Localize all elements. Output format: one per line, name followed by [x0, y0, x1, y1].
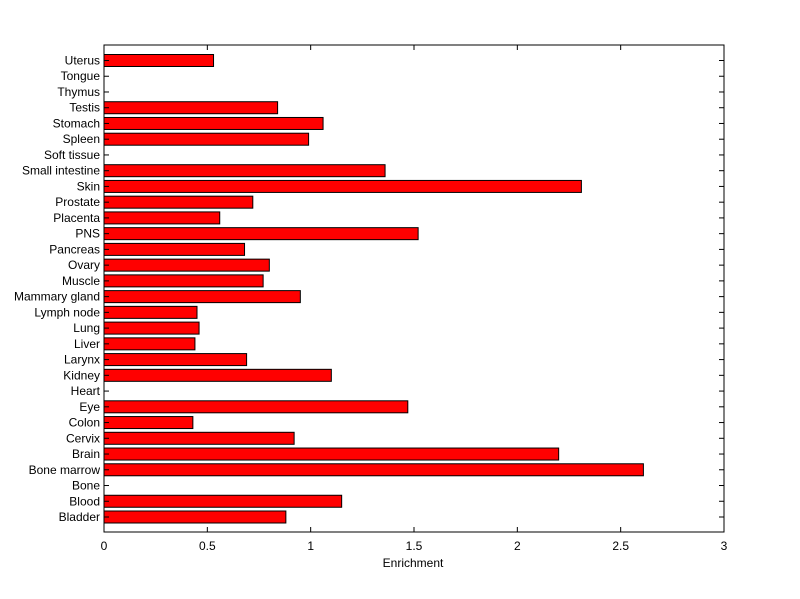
bar-bone-marrow	[103, 463, 644, 477]
bar-brain	[103, 447, 560, 461]
x-axis-ticks: 0 0.5 1 1.5 2 2.5 3	[101, 45, 728, 553]
y-tick-label: Colon	[69, 416, 100, 430]
bar-bladder	[103, 510, 287, 524]
y-tick-label: Bladder	[59, 510, 100, 524]
y-tick-label: Mammary gland	[14, 290, 100, 304]
y-tick-label: Heart	[71, 384, 101, 398]
bar-larynx	[103, 353, 248, 367]
x-tick-label: 1.5	[406, 539, 423, 553]
x-axis-title: Enrichment	[383, 556, 444, 570]
bar-mammary-gland	[103, 290, 301, 304]
y-tick-label: Prostate	[55, 195, 100, 209]
bar-lymph-node	[103, 305, 198, 319]
bar-blood	[103, 494, 343, 508]
y-tick-label: Testis	[69, 101, 100, 115]
y-tick-label: Liver	[74, 337, 100, 351]
y-tick-label: Stomach	[53, 116, 100, 130]
y-tick-label: PNS	[75, 227, 100, 241]
x-tick-label: 0.5	[199, 539, 216, 553]
bar-lung	[103, 321, 200, 335]
y-tick-label: Soft tissue	[44, 148, 100, 162]
bar-spleen	[103, 132, 310, 146]
y-tick-label: Pancreas	[49, 242, 100, 256]
x-tick-label: 2.5	[612, 539, 629, 553]
y-tick-label: Muscle	[62, 274, 100, 288]
y-tick-label: Tongue	[61, 69, 101, 83]
bar-prostate	[103, 195, 254, 209]
bar-liver	[103, 337, 196, 351]
y-tick-label: Lymph node	[34, 305, 100, 319]
y-tick-label: Lung	[73, 321, 100, 335]
y-tick-label: Placenta	[53, 211, 100, 225]
bar-testis	[103, 101, 279, 115]
bar-pns	[103, 227, 419, 241]
bar-eye	[103, 400, 409, 414]
bar-skin	[103, 179, 582, 193]
y-tick-label: Bone	[72, 479, 100, 493]
y-tick-label: Bone marrow	[29, 463, 101, 477]
y-tick-label: Small intestine	[22, 164, 100, 178]
y-tick-label: Kidney	[63, 368, 100, 382]
bar-placenta	[103, 211, 221, 225]
y-tick-label: Cervix	[66, 431, 100, 445]
x-tick-label: 0	[101, 539, 108, 553]
bar-ovary	[103, 258, 270, 272]
bar-stomach	[103, 116, 324, 130]
y-tick-label: Brain	[72, 447, 100, 461]
y-tick-label: Larynx	[64, 353, 100, 367]
y-tick-label: Ovary	[68, 258, 100, 272]
bar-colon	[103, 416, 194, 430]
bar-pancreas	[103, 242, 246, 256]
y-tick-label: Blood	[69, 494, 100, 508]
bar-muscle	[103, 274, 264, 288]
y-tick-label: Skin	[77, 179, 100, 193]
y-tick-label: Spleen	[63, 132, 100, 146]
y-tick-label: Eye	[79, 400, 100, 414]
bar-uterus	[103, 54, 215, 67]
bar-small-intestine	[103, 164, 386, 178]
y-tick-label: Uterus	[65, 54, 100, 68]
bar-cervix	[103, 431, 295, 445]
x-tick-label: 1	[307, 539, 314, 553]
bar-kidney	[103, 368, 332, 382]
x-tick-label: 2	[514, 539, 521, 553]
y-tick-label: Thymus	[57, 85, 100, 99]
x-tick-label: 3	[721, 539, 728, 553]
